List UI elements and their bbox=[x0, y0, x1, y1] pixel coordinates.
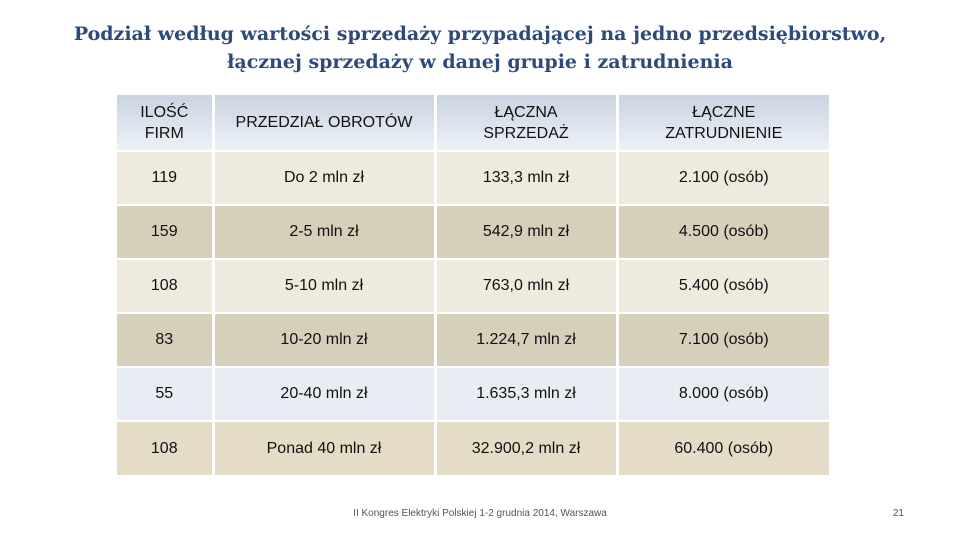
table-row: 119 Do 2 mln zł 133,3 mln zł 2.100 (osób… bbox=[117, 151, 829, 205]
cell-firm-count: 108 bbox=[117, 421, 215, 475]
cell-turnover-range: Do 2 mln zł bbox=[213, 151, 437, 205]
cell-total-sales: 1.224,7 mln zł bbox=[435, 313, 619, 367]
cell-turnover-range: 10-20 mln zł bbox=[213, 313, 437, 367]
cell-total-sales: 32.900,2 mln zł bbox=[435, 421, 619, 475]
cell-total-employment: 60.400 (osób) bbox=[617, 421, 829, 475]
header-line: FIRM bbox=[144, 124, 184, 142]
cell-total-sales: 542,9 mln zł bbox=[435, 205, 619, 259]
cell-total-employment: 7.100 (osób) bbox=[617, 313, 829, 367]
cell-turnover-range: Ponad 40 mln zł bbox=[213, 421, 437, 475]
cell-turnover-range: 5-10 mln zł bbox=[213, 259, 437, 313]
cell-total-employment: 5.400 (osób) bbox=[617, 259, 829, 313]
table-row: 83 10-20 mln zł 1.224,7 mln zł 7.100 (os… bbox=[117, 313, 829, 367]
header-line: PRZEDZIAŁ OBROTÓW bbox=[235, 114, 413, 131]
header-line: ZATRUDNIENIE bbox=[665, 124, 783, 142]
cell-total-sales: 133,3 mln zł bbox=[435, 151, 619, 205]
cell-turnover-range: 2-5 mln zł bbox=[213, 205, 437, 259]
header-ilosc-firm: ILOŚĆ FIRM bbox=[117, 95, 215, 151]
header-laczna-sprzedaz: ŁĄCZNA SPRZEDAŻ bbox=[435, 95, 619, 151]
header-line: ILOŚĆ bbox=[140, 103, 189, 121]
cell-firm-count: 159 bbox=[117, 205, 215, 259]
header-line: ŁĄCZNA bbox=[494, 103, 558, 121]
slide-title-line-1: Podział według wartości sprzedaży przypa… bbox=[73, 23, 887, 45]
table-row: 55 20-40 mln zł 1.635,3 mln zł 8.000 (os… bbox=[117, 367, 829, 421]
table-row: 108 Ponad 40 mln zł 32.900,2 mln zł 60.4… bbox=[117, 421, 829, 475]
cell-firm-count: 55 bbox=[117, 367, 215, 421]
header-przedzial-obrotow: PRZEDZIAŁ OBROTÓW bbox=[213, 95, 437, 151]
slide-title: Podział według wartości sprzedaży przypa… bbox=[40, 20, 920, 76]
cell-firm-count: 83 bbox=[117, 313, 215, 367]
table-row: 159 2-5 mln zł 542,9 mln zł 4.500 (osób) bbox=[117, 205, 829, 259]
page-number: 21 bbox=[892, 508, 904, 519]
header-line: SPRZEDAŻ bbox=[483, 124, 569, 142]
cell-total-sales: 1.635,3 mln zł bbox=[435, 367, 619, 421]
table-header-row: ILOŚĆ FIRM PRZEDZIAŁ OBROTÓW ŁĄCZNA SPRZ… bbox=[117, 95, 829, 151]
cell-total-employment: 2.100 (osób) bbox=[617, 151, 829, 205]
table-row: 108 5-10 mln zł 763,0 mln zł 5.400 (osób… bbox=[117, 259, 829, 313]
sales-table: ILOŚĆ FIRM PRZEDZIAŁ OBROTÓW ŁĄCZNA SPRZ… bbox=[117, 95, 829, 475]
slide-title-line-2: łącznej sprzedaży w danej grupie i zatru… bbox=[227, 51, 733, 73]
cell-total-employment: 4.500 (osób) bbox=[617, 205, 829, 259]
header-line: ŁĄCZNE bbox=[692, 103, 756, 121]
slide-footer: II Kongres Elektryki Polskiej 1-2 grudni… bbox=[353, 508, 607, 519]
cell-firm-count: 108 bbox=[117, 259, 215, 313]
header-laczne-zatrudnienie: ŁĄCZNE ZATRUDNIENIE bbox=[617, 95, 829, 151]
cell-turnover-range: 20-40 mln zł bbox=[213, 367, 437, 421]
cell-firm-count: 119 bbox=[117, 151, 215, 205]
cell-total-sales: 763,0 mln zł bbox=[435, 259, 619, 313]
cell-total-employment: 8.000 (osób) bbox=[617, 367, 829, 421]
